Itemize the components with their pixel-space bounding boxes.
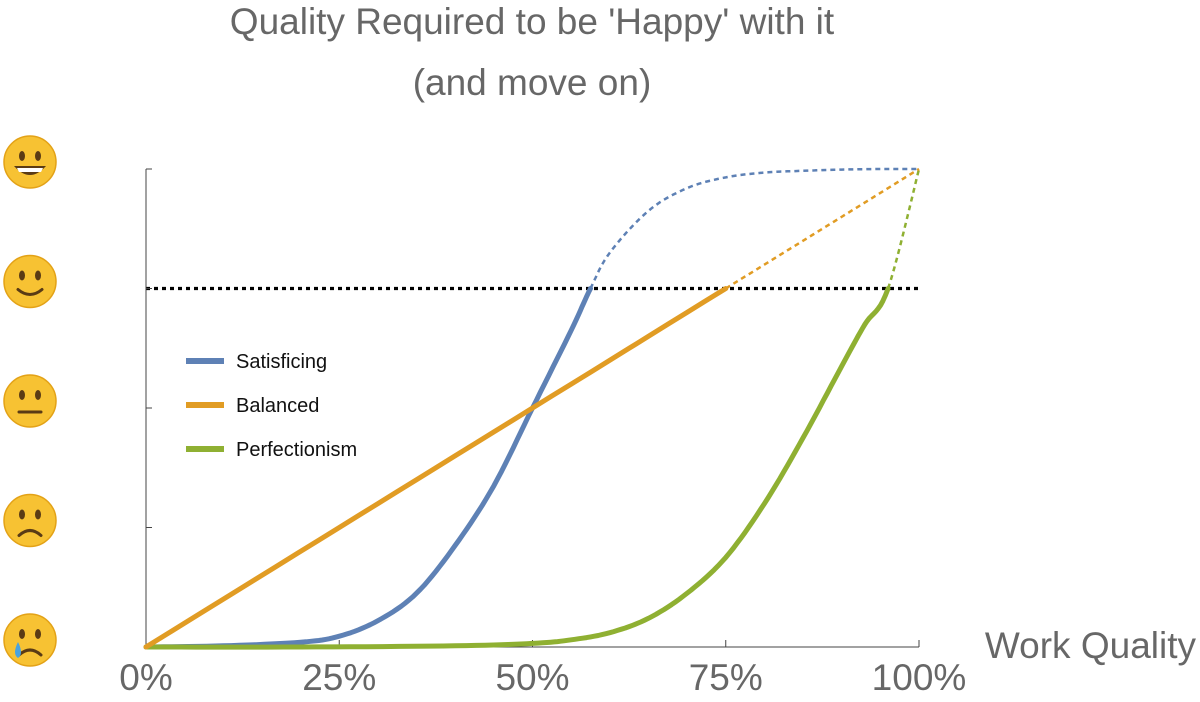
- grinning-face-icon: [3, 135, 57, 189]
- face-tear: [15, 642, 21, 658]
- face-eye-right: [35, 270, 41, 281]
- legend: Satisficing Balanced Perfectionism: [186, 351, 357, 461]
- x-tick-label-0: 0%: [119, 657, 172, 698]
- legend-label-perfectionism: Perfectionism: [236, 439, 357, 461]
- face-eye-left: [19, 270, 25, 281]
- face-eye-left: [19, 509, 25, 520]
- legend-label-balanced: Balanced: [236, 395, 319, 417]
- face-shape: [3, 254, 57, 309]
- face-eye-right: [35, 629, 41, 639]
- series-balanced-solid: [143, 286, 729, 650]
- x-axis-tick-labels: 0% 25% 50% 75% 100%: [119, 657, 966, 698]
- x-tick-label-1: 25%: [302, 657, 376, 698]
- chart-title-line-2: (and move on): [413, 62, 652, 103]
- face-eye-right: [35, 509, 41, 520]
- face-eye-right: [35, 151, 41, 161]
- face-shape: [3, 493, 57, 548]
- face-shape: [3, 613, 57, 667]
- neutral-face-icon: [3, 374, 57, 428]
- series-satisficing-solid: [143, 286, 593, 650]
- face-mouth: [17, 529, 43, 537]
- series-balanced-dotted: [725, 167, 920, 290]
- frowning-face-icon: [3, 493, 57, 548]
- legend-label-satisficing: Satisficing: [236, 351, 327, 373]
- series-perfectionism-solid: [143, 286, 891, 650]
- slightly-smiling-face-icon: [3, 254, 57, 309]
- chart-title-line-1: Quality Required to be 'Happy' with it: [230, 1, 835, 42]
- x-tick-label-4: 100%: [872, 657, 967, 698]
- face-eye-left: [19, 390, 25, 400]
- face-eye-left: [19, 629, 25, 639]
- x-axis-label: Work Quality: [985, 625, 1197, 666]
- face-eye-right: [35, 390, 41, 400]
- series-perfectionism-dotted: [886, 168, 921, 289]
- face-shape: [3, 374, 57, 428]
- face-teeth: [17, 168, 43, 172]
- x-tick-label-3: 75%: [689, 657, 763, 698]
- series-layer: [143, 167, 921, 650]
- series-satisficing-dotted: [589, 167, 919, 290]
- face-mouth: [16, 288, 44, 296]
- face-shape: [3, 135, 57, 189]
- y-axis-icons: [3, 135, 57, 667]
- face-eye-left: [19, 151, 25, 161]
- crying-face-icon: [3, 613, 57, 667]
- x-tick-label-2: 50%: [495, 657, 569, 698]
